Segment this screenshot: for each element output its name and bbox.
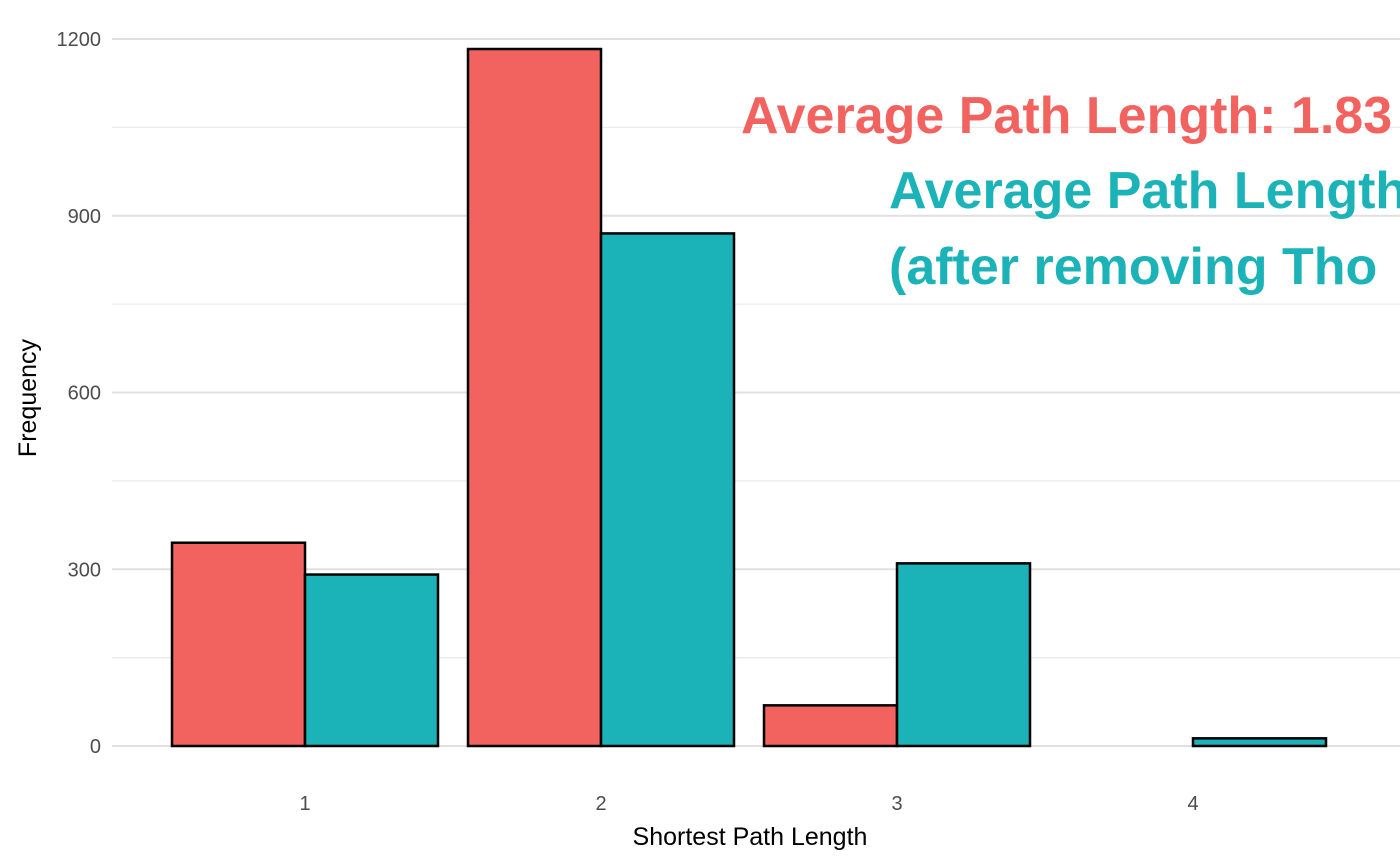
y-tick-label: 0 (90, 736, 101, 758)
bar-series-2-cat-3 (895, 562, 1032, 748)
bar-series-1-cat-2 (466, 47, 603, 748)
y-tick-label: 300 (68, 559, 101, 581)
annotation-line-1: Average Path Length: 1.83 (741, 87, 1392, 145)
y-tick-label: 900 (68, 206, 101, 228)
annotation-line-2: Average Path Length (889, 162, 1400, 220)
y-axis-title: Frequency (14, 338, 42, 457)
x-tick-labels: 1 2 3 4 (299, 793, 1198, 815)
x-tick-label: 1 (299, 793, 310, 815)
y-tick-labels: 0 300 600 900 1200 (57, 29, 102, 758)
annotations: Average Path Length: 1.83 Average Path L… (741, 87, 1400, 296)
bar-series-1-cat-1 (170, 541, 307, 748)
x-tick-label: 4 (1187, 793, 1198, 815)
y-tick-label: 1200 (57, 29, 102, 51)
annotation-line-3: (after removing Tho (889, 238, 1377, 296)
x-tick-label: 3 (891, 793, 902, 815)
bar-series-2-cat-2 (599, 232, 736, 748)
y-tick-label: 600 (68, 383, 101, 405)
bars (170, 47, 1328, 748)
x-tick-label: 2 (595, 793, 606, 815)
bar-series-2-cat-1 (303, 573, 440, 748)
bar-series-2-cat-4 (1191, 737, 1328, 748)
x-axis-title: Shortest Path Length (633, 823, 868, 851)
bar-series-1-cat-3 (762, 704, 899, 748)
